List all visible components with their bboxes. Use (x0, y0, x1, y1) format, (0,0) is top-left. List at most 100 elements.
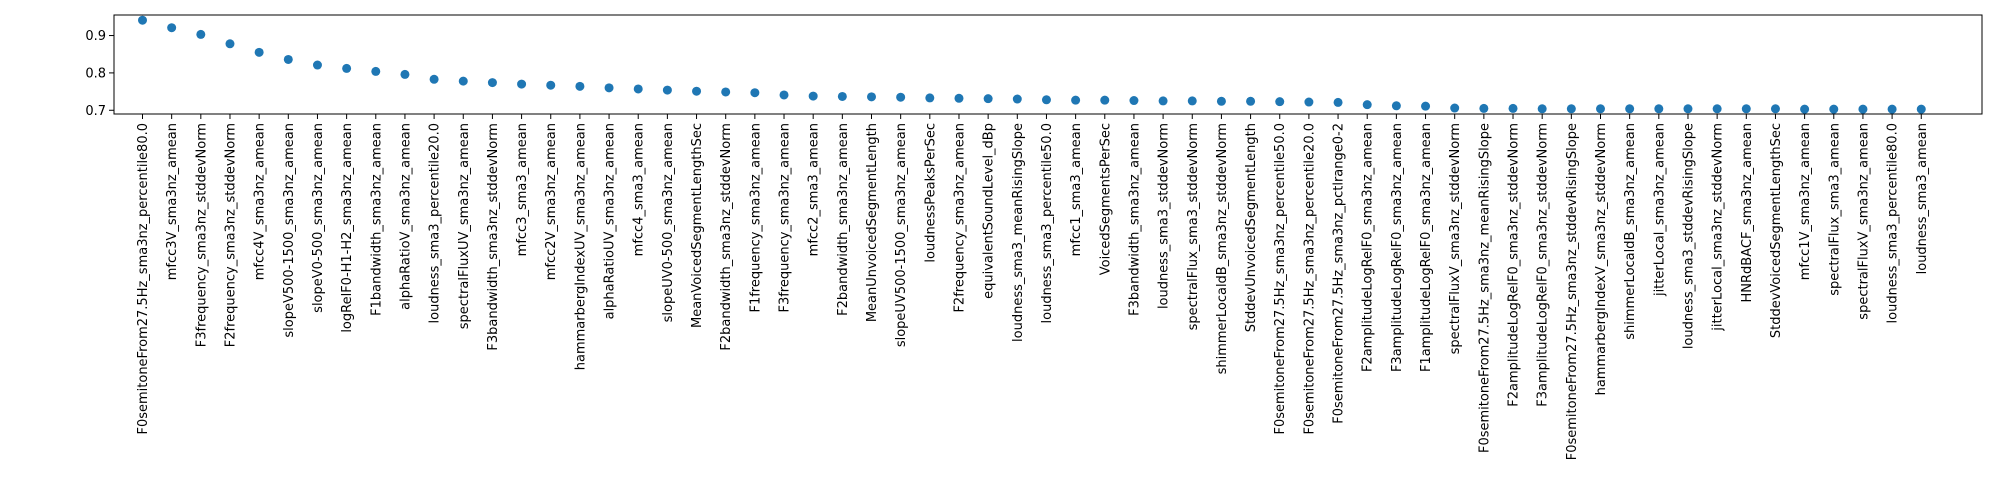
data-point (896, 92, 906, 102)
y-tick-label: 0.9 (85, 29, 106, 44)
x-tick-label: StddevVoicedSegmentLengthSec (1769, 123, 1784, 338)
x-tick-label: F0semitoneFrom27.5Hz_sma3nz_percentile80… (136, 123, 151, 435)
data-point (1333, 97, 1343, 107)
data-point (342, 63, 352, 73)
x-tick-label: alphaRatioV_sma3nz_amean (398, 123, 413, 310)
x-tick-label: mfcc3_sma3_amean (515, 123, 530, 256)
x-tick-label: F3bandwidth_sma3nz_amean (1127, 123, 1142, 316)
x-tick-label: slopeUV500-1500_sma3nz_amean (894, 123, 909, 347)
x-tick-label: F0semitoneFrom27.5Hz_sma3nz_percentile50… (1273, 123, 1288, 435)
x-tick-label: spectralFluxV_sma3nz_amean (1856, 123, 1871, 320)
data-point (1654, 104, 1664, 114)
x-tick-label: shimmerLocaldB_sma3nz_stddevNorm (1215, 123, 1230, 374)
y-tick-label: 0.8 (85, 66, 106, 81)
data-point (517, 79, 527, 89)
data-point (1187, 96, 1197, 106)
data-point (1916, 104, 1926, 114)
x-tick-label: loudness_sma3_percentile80.0 (1886, 123, 1901, 323)
x-tick-label: F2frequency_sma3nz_amean (952, 123, 967, 313)
data-point (196, 29, 206, 39)
data-point (633, 84, 643, 94)
data-point (283, 54, 293, 64)
x-tick-label: F2amplitudeLogRelF0_sma3nz_stddevNorm (1507, 123, 1522, 407)
data-point (662, 85, 672, 95)
x-tick-label: jitterLocal_sma3nz_stddevNorm (1711, 123, 1726, 332)
data-point (1566, 104, 1576, 114)
x-tick-label: mfcc1_sma3_amean (1069, 123, 1084, 256)
data-point (1887, 104, 1897, 114)
y-tick-label: 0.7 (85, 104, 106, 119)
data-point (254, 47, 264, 57)
x-tick-label: mfcc2V_sma3nz_amean (544, 123, 559, 280)
data-point (1246, 96, 1256, 106)
data-point (1129, 96, 1139, 106)
data-point (1041, 95, 1051, 105)
data-point (546, 80, 556, 90)
x-tick-label: F3frequency_sma3nz_amean (778, 123, 793, 313)
x-tick-label: spectralFlux_sma3_stddevNorm (1186, 123, 1201, 330)
x-tick-label: HNRdBACF_sma3nz_amean (1740, 123, 1755, 303)
x-tick-label: mfcc4_sma3_amean (632, 123, 647, 256)
data-point (400, 69, 410, 79)
data-point (1158, 96, 1168, 106)
x-tick-label: F1frequency_sma3nz_amean (748, 123, 763, 313)
data-point (1712, 104, 1722, 114)
x-tick-label: F3frequency_sma3nz_stddevNorm (194, 123, 209, 347)
x-tick-label: loudness_sma3_stddevNorm (1157, 123, 1172, 309)
data-point (167, 23, 177, 33)
data-point (1012, 94, 1022, 104)
x-tick-label: F2bandwidth_sma3nz_amean (836, 123, 851, 316)
x-tick-label: F2amplitudeLogRelF0_sma3nz_amean (1361, 123, 1376, 372)
x-tick-label: spectralFlux_sma3_amean (1827, 123, 1842, 296)
data-points (138, 15, 1926, 114)
x-tick-label: spectralFluxUV_sma3nz_amean (457, 123, 472, 329)
x-tick-label: VoicedSegmentsPerSec (1098, 123, 1113, 275)
data-point (779, 90, 789, 100)
x-tick-label: spectralFluxV_sma3nz_stddevNorm (1448, 123, 1463, 354)
x-tick-label: hammarbergIndexV_sma3nz_stddevNorm (1594, 123, 1609, 395)
data-point (954, 93, 964, 103)
x-tick-label: loudness_sma3_percentile20.0 (428, 123, 443, 323)
data-point (604, 83, 614, 93)
data-point (983, 94, 993, 104)
data-point (1537, 104, 1547, 114)
x-tick-label: MeanUnvoicedSegmentLength (865, 123, 880, 322)
x-tick-label: slopeUV0-500_sma3nz_amean (661, 123, 676, 322)
x-axis: F0semitoneFrom27.5Hz_sma3nz_percentile80… (136, 114, 1930, 460)
data-point (225, 39, 235, 49)
data-point (1362, 100, 1372, 110)
x-tick-label: F2bandwidth_sma3nz_stddevNorm (719, 123, 734, 351)
x-tick-label: logRelF0-H1-H2_sma3nz_amean (340, 123, 355, 333)
data-point (1770, 104, 1780, 114)
x-tick-label: MeanVoicedSegmentLengthSec (690, 123, 705, 328)
data-point (867, 92, 876, 102)
x-tick-label: slopeV500-1500_sma3nz_amean (282, 123, 297, 338)
x-tick-label: mfcc1V_sma3nz_amean (1798, 123, 1813, 280)
x-tick-label: F0semitoneFrom27.5Hz_sma3nz_meanRisingSl… (1477, 123, 1492, 453)
x-tick-label: loudness_sma3_meanRisingSlope (1011, 123, 1026, 342)
data-point (1858, 104, 1868, 114)
data-point (1683, 104, 1693, 114)
data-point (487, 78, 497, 88)
x-tick-label: F0semitoneFrom27.5Hz_sma3nz_pctlrange0-2 (1332, 123, 1347, 424)
data-point (1625, 104, 1635, 114)
x-tick-label: loudness_sma3_percentile50.0 (1040, 123, 1055, 323)
data-point (458, 76, 468, 86)
data-point (808, 91, 818, 101)
data-point (371, 66, 381, 76)
data-point (1391, 101, 1401, 111)
x-tick-label: jitterLocal_sma3nz_amean (1652, 123, 1667, 297)
data-point (750, 88, 760, 98)
x-tick-label: F3amplitudeLogRelF0_sma3nz_amean (1390, 123, 1405, 372)
x-tick-label: F1amplitudeLogRelF0_sma3nz_amean (1419, 123, 1434, 372)
data-point (1100, 95, 1110, 105)
x-tick-label: hammarbergIndexUV_sma3nz_amean (573, 123, 588, 370)
x-tick-label: F0semitoneFrom27.5Hz_sma3nz_stddevRising… (1565, 123, 1580, 460)
data-point (1829, 104, 1839, 114)
data-point (925, 93, 935, 103)
data-point (1800, 104, 1810, 114)
x-tick-label: alphaRatioUV_sma3nz_amean (603, 123, 618, 319)
x-tick-label: F3bandwidth_sma3nz_stddevNorm (486, 123, 501, 351)
x-tick-label: equivalentSoundLevel_dBp (982, 123, 997, 299)
